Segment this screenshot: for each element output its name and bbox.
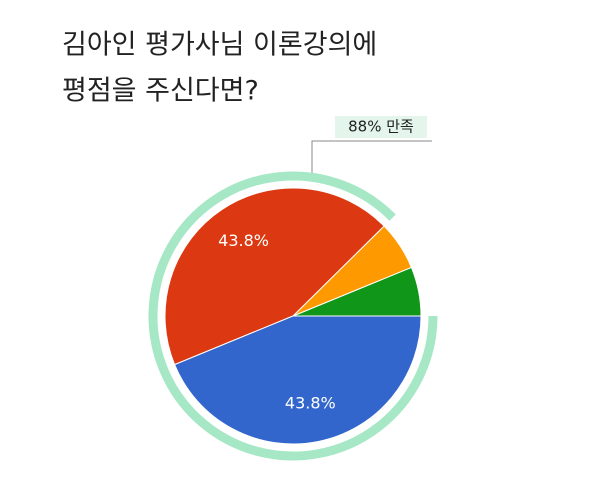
- chart-title: 김아인 평가사님 이론강의에: [62, 30, 377, 61]
- highlight-ring: [148, 171, 438, 461]
- data-label: 43.8%: [218, 231, 269, 250]
- annotation-bg: [335, 116, 427, 138]
- chart-title: 평점을 주신다면?: [62, 76, 259, 107]
- data-label: 43.8%: [285, 393, 336, 412]
- annotation: 88% 만족: [348, 118, 414, 136]
- annotation-line: [311, 140, 432, 178]
- pie-slice: [173, 315, 422, 445]
- pie-slice: [164, 187, 385, 366]
